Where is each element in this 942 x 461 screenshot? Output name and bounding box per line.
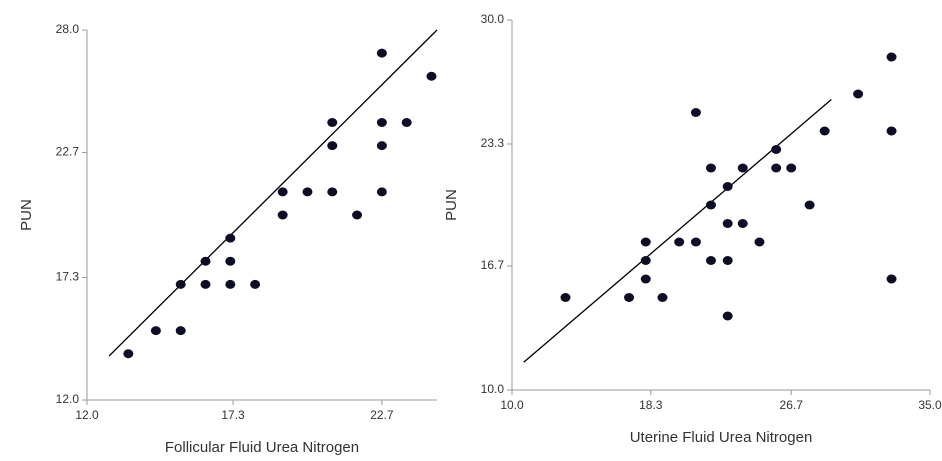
y-axis-label: PUN [18, 199, 35, 231]
point [771, 145, 782, 154]
point [225, 256, 236, 266]
point [200, 256, 211, 266]
point [640, 256, 651, 265]
point [225, 233, 236, 243]
x-tick-label: 35.0 [918, 398, 942, 412]
point [376, 141, 387, 151]
point [722, 311, 733, 321]
point [886, 274, 897, 284]
x-tick-label: 12.0 [75, 408, 99, 422]
x-tick-label: 22.7 [370, 408, 394, 422]
point [123, 349, 134, 359]
point [737, 219, 748, 228]
point [853, 89, 864, 99]
point [705, 256, 716, 265]
x-axis-label: Follicular Fluid Urea Nitrogen [165, 439, 359, 456]
y-tick-label: 17.3 [56, 270, 80, 284]
point [624, 293, 635, 302]
point [722, 219, 733, 228]
point [722, 256, 733, 265]
point [886, 126, 897, 136]
point [352, 210, 363, 220]
point [225, 279, 236, 289]
point [560, 293, 571, 302]
y-tick-label: 30.0 [481, 12, 505, 26]
y-tick-label: 12.0 [56, 392, 80, 406]
point [705, 200, 716, 210]
point [150, 326, 161, 336]
point [200, 279, 211, 289]
point [376, 187, 387, 197]
point [705, 163, 716, 173]
point [175, 279, 186, 289]
y-axis-label: PUN [443, 189, 460, 221]
y-tick-label: 23.3 [481, 136, 505, 150]
point [302, 187, 313, 197]
point [250, 279, 261, 289]
y-tick-label: 16.7 [481, 258, 505, 272]
x-axis-label: Uterine Fluid Urea Nitrogen [630, 429, 813, 446]
y-tick-label: 28.0 [56, 22, 80, 36]
point [327, 187, 338, 197]
fit-line [108, 29, 438, 357]
point [754, 237, 765, 247]
point [277, 210, 288, 220]
point [376, 118, 387, 127]
x-tick-label: 10.0 [500, 398, 524, 412]
point [277, 187, 288, 197]
point [640, 274, 651, 284]
point [690, 237, 701, 247]
point [376, 48, 387, 58]
point [426, 71, 437, 81]
point [657, 293, 668, 302]
point [327, 141, 338, 151]
point [722, 182, 733, 191]
fit-line [523, 99, 832, 363]
y-tick-label: 22.7 [56, 145, 80, 159]
point [640, 237, 651, 247]
x-tick-label: 17.3 [221, 408, 245, 422]
point [819, 126, 830, 136]
y-tick-label: 10.0 [481, 382, 505, 396]
point [674, 237, 685, 247]
point [690, 108, 701, 117]
point [401, 118, 412, 127]
point [737, 163, 748, 173]
x-tick-label: 18.3 [639, 398, 663, 412]
point [786, 163, 797, 173]
point [804, 200, 815, 210]
point [175, 326, 186, 336]
x-tick-label: 26.7 [780, 398, 804, 412]
point [327, 118, 338, 127]
point [771, 163, 782, 173]
point [886, 52, 897, 62]
